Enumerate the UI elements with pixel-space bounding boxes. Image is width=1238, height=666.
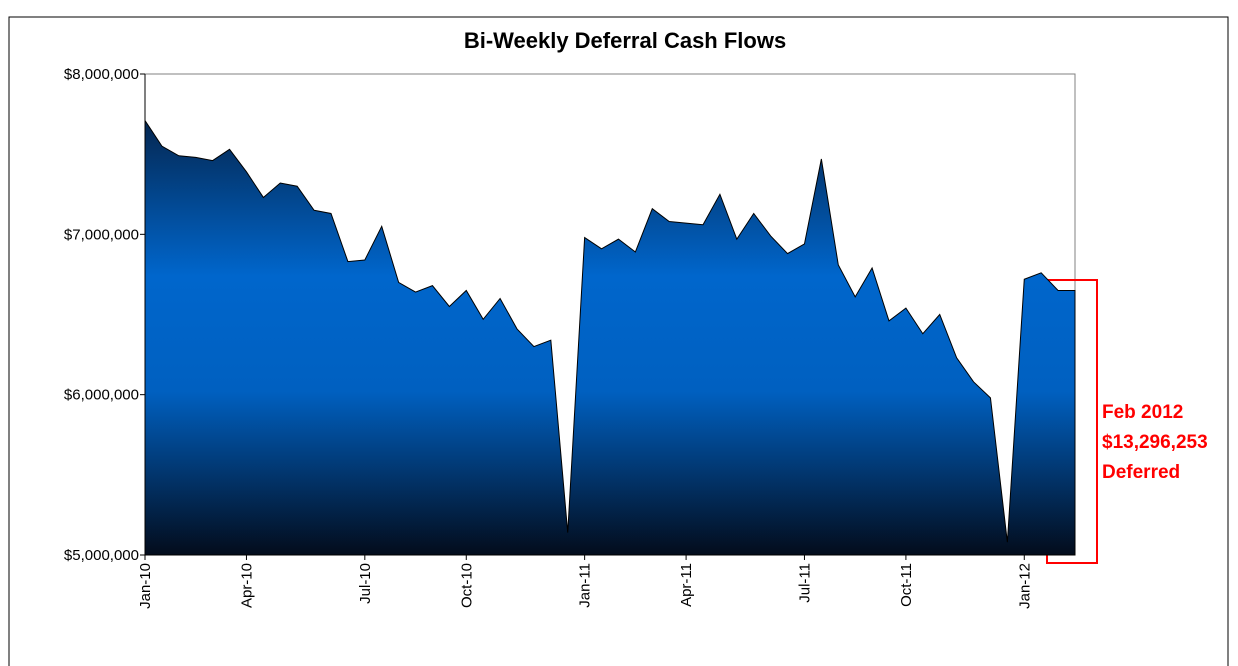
annotation: Feb 2012 xyxy=(1102,402,1183,423)
y-tick-label: $5,000,000 xyxy=(64,547,139,564)
y-tick-label: $7,000,000 xyxy=(64,226,139,243)
area xyxy=(144,118,1076,556)
x-tick-label: Apr-10 xyxy=(238,563,255,608)
x-tick-label: Jul-11 xyxy=(796,563,813,603)
x-tick-label: Oct-11 xyxy=(898,563,915,607)
x-tick-label: Jan-10 xyxy=(137,563,154,609)
y-tick-label: $8,000,000 xyxy=(64,66,139,83)
x-tick-label: Jan-11 xyxy=(577,563,594,608)
chart-title: Bi-Weekly Deferral Cash Flows xyxy=(464,28,786,53)
x-tick-label: Jul-10 xyxy=(357,563,374,604)
chart-border xyxy=(8,16,1229,666)
y-tick-label: $6,000,000 xyxy=(64,387,139,404)
x-tick-label: Oct-10 xyxy=(458,563,475,608)
annotation: $13,296,253 xyxy=(1102,432,1208,453)
x-tick-label: Apr-11 xyxy=(678,563,695,607)
annotation: Deferred xyxy=(1102,462,1180,483)
x-tick-label: Jan-12 xyxy=(1016,563,1033,609)
